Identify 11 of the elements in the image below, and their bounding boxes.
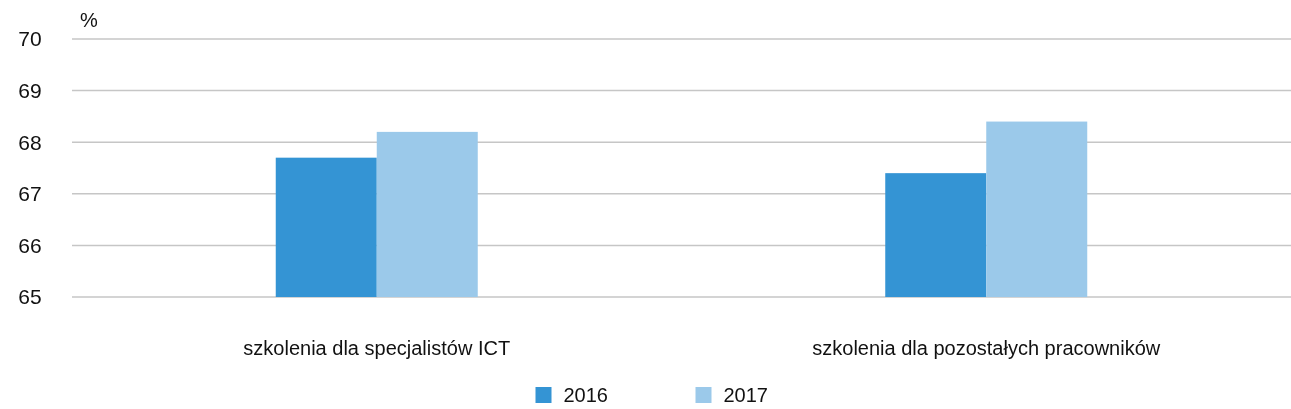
legend-label: 2017	[723, 384, 768, 406]
y-tick-label: 66	[18, 233, 42, 257]
y-tick-label: 69	[18, 78, 42, 102]
y-tick-label: 65	[18, 285, 42, 309]
y-tick-label: 67	[18, 182, 42, 206]
legend-label: 2016	[563, 384, 608, 406]
x-tick-label: szkolenia dla specjalistów ICT	[243, 337, 511, 359]
y-axis-title: %	[80, 9, 98, 31]
y-tick-label: 68	[18, 130, 42, 154]
y-tick-label: 70	[18, 27, 42, 51]
x-tick-label: szkolenia dla pozostałych pracowników	[812, 337, 1161, 359]
